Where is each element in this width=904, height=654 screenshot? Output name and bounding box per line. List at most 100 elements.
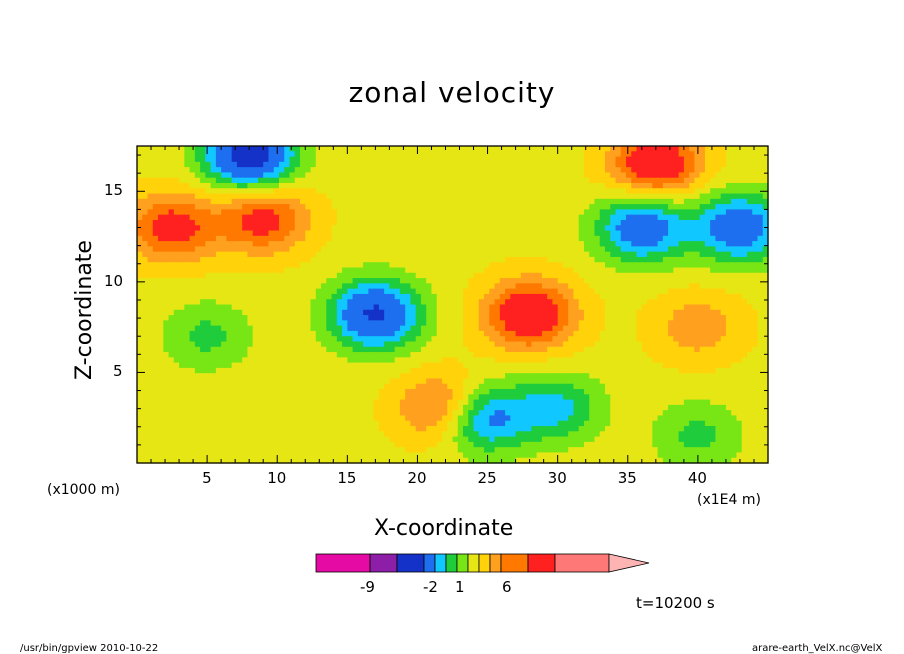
heatmap-cell xyxy=(399,283,406,290)
heatmap-cell xyxy=(342,278,348,284)
heatmap-cell xyxy=(284,219,291,226)
heatmap-cell xyxy=(463,256,469,263)
heatmap-cell xyxy=(578,299,585,306)
heatmap-cell xyxy=(394,315,401,321)
heatmap-cell xyxy=(752,241,759,247)
heatmap-cell xyxy=(257,214,264,221)
heatmap-cell xyxy=(189,225,196,232)
heatmap-cell xyxy=(631,256,638,263)
heatmap-cell xyxy=(342,235,348,242)
heatmap-cell xyxy=(142,336,149,343)
heatmap-cell xyxy=(473,341,480,348)
heatmap-cell xyxy=(268,320,275,327)
heatmap-cell xyxy=(384,352,390,358)
heatmap-cell xyxy=(668,272,674,279)
heatmap-cell xyxy=(641,246,648,253)
heatmap-cell xyxy=(242,167,249,174)
heatmap-cell xyxy=(536,167,543,174)
heatmap-cell xyxy=(505,267,511,274)
heatmap-cell xyxy=(158,204,164,210)
heatmap-cell xyxy=(410,177,417,184)
heatmap-cell xyxy=(326,357,333,364)
heatmap-cell xyxy=(205,278,212,284)
heatmap-cell xyxy=(673,225,680,232)
heatmap-cell xyxy=(615,256,622,263)
heatmap-cell xyxy=(589,193,596,200)
heatmap-cell xyxy=(447,188,454,195)
heatmap-cell xyxy=(631,182,638,189)
heatmap-cell xyxy=(352,214,359,221)
heatmap-cell xyxy=(394,251,401,258)
heatmap-cell xyxy=(746,262,753,269)
heatmap-cell xyxy=(715,209,722,216)
heatmap-cell xyxy=(557,293,564,300)
heatmap-cell xyxy=(468,225,475,232)
heatmap-cell xyxy=(247,278,254,284)
heatmap-cell xyxy=(431,188,438,195)
heatmap-cell xyxy=(652,161,659,168)
heatmap-cell xyxy=(463,246,469,253)
heatmap-cell xyxy=(641,193,648,200)
heatmap-cell xyxy=(221,278,227,284)
heatmap-cell xyxy=(336,272,343,279)
heatmap-cell xyxy=(284,299,291,306)
heatmap-cell xyxy=(342,352,348,358)
heatmap-cell xyxy=(284,341,291,348)
heatmap-cell xyxy=(589,209,596,216)
heatmap-cell xyxy=(368,241,375,247)
heatmap-cell xyxy=(694,341,701,348)
heatmap-cell xyxy=(510,177,517,184)
heatmap-cell xyxy=(200,262,206,269)
heatmap-cell xyxy=(289,177,296,184)
heatmap-cell xyxy=(189,151,196,158)
heatmap-cell xyxy=(699,235,706,242)
heatmap-cell xyxy=(326,225,333,232)
heatmap-cell xyxy=(520,299,527,306)
heatmap-cell xyxy=(610,146,617,152)
heatmap-cell xyxy=(510,246,517,253)
heatmap-cell xyxy=(520,182,527,189)
heatmap-cell xyxy=(620,352,627,358)
heatmap-cell xyxy=(731,161,738,168)
heatmap-cell xyxy=(473,246,480,253)
heatmap-cell xyxy=(731,267,738,274)
heatmap-cell xyxy=(604,230,611,237)
heatmap-cell xyxy=(599,346,606,353)
heatmap-cell xyxy=(704,146,711,152)
heatmap-cell xyxy=(158,161,164,168)
heatmap-cell xyxy=(247,336,254,343)
heatmap-cell xyxy=(194,219,201,226)
heatmap-cell xyxy=(746,304,753,311)
heatmap-cell xyxy=(683,288,690,295)
heatmap-cell xyxy=(673,146,680,152)
heatmap-cell xyxy=(683,177,690,184)
heatmap-cell xyxy=(257,241,264,247)
heatmap-cell xyxy=(478,278,485,284)
heatmap-cell xyxy=(683,235,690,242)
heatmap-cell xyxy=(610,357,617,364)
heatmap-cell xyxy=(378,182,385,189)
heatmap-cell xyxy=(321,293,327,300)
heatmap-cell xyxy=(231,219,238,226)
heatmap-cell xyxy=(552,177,559,184)
heatmap-cell xyxy=(357,182,364,189)
heatmap-cell xyxy=(179,299,185,306)
heatmap-cell xyxy=(457,188,464,195)
heatmap-cell xyxy=(284,225,291,232)
heatmap-cell xyxy=(641,262,648,269)
heatmap-cell xyxy=(762,357,769,364)
heatmap-cell xyxy=(321,235,327,242)
heatmap-cell xyxy=(715,251,722,258)
heatmap-cell xyxy=(657,330,664,337)
heatmap-cell xyxy=(615,320,622,327)
heatmap-cell xyxy=(510,272,517,279)
heatmap-cell xyxy=(678,304,685,311)
heatmap-cell xyxy=(384,188,390,195)
heatmap-cell xyxy=(541,278,548,284)
heatmap-cell xyxy=(589,288,596,295)
heatmap-cell xyxy=(652,167,659,174)
heatmap-cell xyxy=(704,283,711,290)
heatmap-cell xyxy=(226,346,233,353)
heatmap-cell xyxy=(342,225,348,232)
heatmap-cell xyxy=(736,325,743,332)
